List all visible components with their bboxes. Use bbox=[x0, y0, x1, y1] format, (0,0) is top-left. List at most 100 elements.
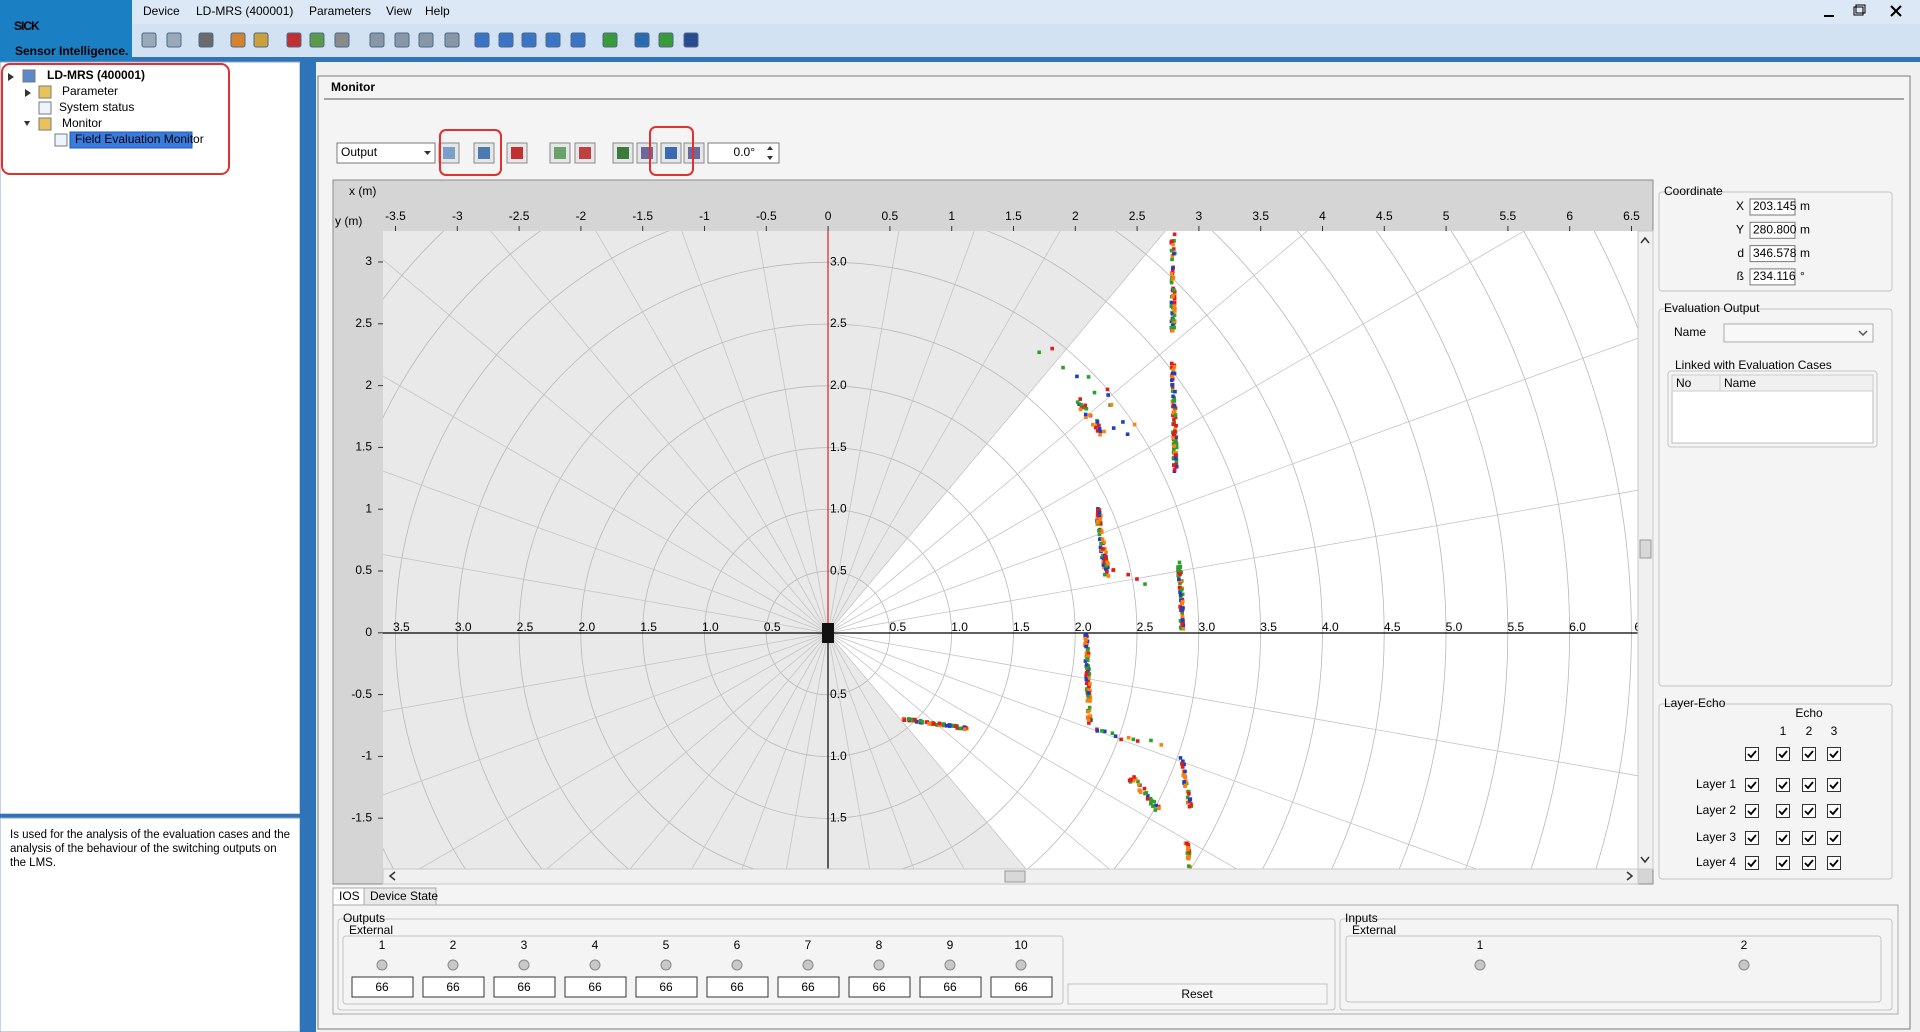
checkbox[interactable] bbox=[1802, 856, 1816, 870]
output-value-box bbox=[422, 976, 485, 998]
scan-point bbox=[915, 720, 919, 724]
checkbox-box[interactable] bbox=[1745, 747, 1759, 761]
external-outputs bbox=[342, 935, 1064, 1005]
tree-item[interactable]: System status bbox=[59, 100, 134, 114]
tree-item[interactable]: Parameter bbox=[62, 84, 118, 98]
checkbox-box[interactable] bbox=[1827, 778, 1841, 792]
tab-label[interactable]: IOS bbox=[339, 889, 360, 903]
toolbar-button[interactable] bbox=[545, 32, 561, 48]
checkbox[interactable] bbox=[1776, 747, 1790, 761]
v-scroll-thumb[interactable] bbox=[1639, 539, 1652, 559]
menu-item[interactable]: View bbox=[386, 4, 412, 18]
checkbox[interactable] bbox=[1776, 856, 1790, 870]
checkmark bbox=[1829, 750, 1839, 759]
checkbox[interactable] bbox=[1802, 747, 1816, 761]
toolbar-button[interactable] bbox=[286, 32, 302, 48]
toolbar-button[interactable] bbox=[369, 32, 385, 48]
angle-input[interactable] bbox=[707, 142, 780, 164]
checkbox-box[interactable] bbox=[1776, 831, 1790, 845]
checkmark bbox=[1747, 834, 1757, 843]
checkbox-box[interactable] bbox=[1745, 831, 1759, 845]
checkbox[interactable] bbox=[1802, 778, 1816, 792]
checkbox[interactable] bbox=[1827, 804, 1841, 818]
checkbox[interactable] bbox=[1745, 804, 1759, 818]
toolbar-button[interactable] bbox=[198, 32, 214, 48]
toolbar-button[interactable] bbox=[230, 32, 246, 48]
checkbox-box[interactable] bbox=[1827, 856, 1841, 870]
output-value-box bbox=[706, 976, 769, 998]
toolbar-button[interactable] bbox=[474, 32, 490, 48]
checkbox-box[interactable] bbox=[1745, 856, 1759, 870]
checkbox[interactable] bbox=[1827, 778, 1841, 792]
scan-point bbox=[1087, 684, 1091, 689]
h-scroll-thumb[interactable] bbox=[1004, 870, 1026, 883]
scan-point bbox=[1172, 319, 1177, 324]
checkbox-box[interactable] bbox=[1827, 831, 1841, 845]
toolbar-button[interactable] bbox=[253, 32, 269, 48]
menu-item[interactable]: Help bbox=[425, 4, 450, 18]
toolbar-button[interactable] bbox=[634, 32, 650, 48]
toolbar-button[interactable] bbox=[309, 32, 325, 48]
tree-item[interactable]: LD-MRS (400001) bbox=[47, 68, 145, 82]
output-select[interactable] bbox=[336, 142, 436, 164]
checkbox[interactable] bbox=[1776, 804, 1790, 818]
toolbar-button[interactable] bbox=[602, 32, 618, 48]
name-select[interactable] bbox=[1723, 323, 1874, 343]
toolbar-button[interactable] bbox=[141, 32, 157, 48]
checkbox[interactable] bbox=[1802, 804, 1816, 818]
menu-item[interactable]: Device bbox=[143, 4, 180, 18]
checkbox-box[interactable] bbox=[1802, 856, 1816, 870]
checkbox-box[interactable] bbox=[1827, 804, 1841, 818]
radial-label: 3.5 bbox=[393, 620, 410, 634]
toolbar-button[interactable] bbox=[521, 32, 537, 48]
scan-point bbox=[1186, 789, 1191, 794]
toolbar-button[interactable] bbox=[394, 32, 410, 48]
checkbox-box[interactable] bbox=[1776, 747, 1790, 761]
checkbox-box[interactable] bbox=[1827, 747, 1841, 761]
checkmark bbox=[1778, 807, 1788, 816]
scan-point bbox=[1174, 464, 1179, 469]
menu-item[interactable]: LD-MRS (400001) bbox=[196, 4, 293, 18]
tree-item[interactable]: Monitor bbox=[62, 116, 102, 130]
output-value: 66 bbox=[659, 980, 673, 994]
scan-point bbox=[1180, 601, 1184, 606]
checkbox[interactable] bbox=[1776, 831, 1790, 845]
tab-label[interactable]: Device State bbox=[370, 889, 438, 903]
toolbar-button[interactable] bbox=[570, 32, 586, 48]
toolbar-button[interactable] bbox=[334, 32, 350, 48]
checkbox[interactable] bbox=[1827, 747, 1841, 761]
checkbox[interactable] bbox=[1745, 778, 1759, 792]
checkbox[interactable] bbox=[1827, 856, 1841, 870]
linked-group bbox=[1667, 370, 1878, 448]
toolbar-button[interactable] bbox=[498, 32, 514, 48]
window-control[interactable] bbox=[1890, 5, 1902, 17]
toolbar-button[interactable] bbox=[683, 32, 699, 48]
checkbox-box[interactable] bbox=[1802, 747, 1816, 761]
checkbox-box[interactable] bbox=[1802, 778, 1816, 792]
checkbox-box[interactable] bbox=[1745, 804, 1759, 818]
checkbox-box[interactable] bbox=[1802, 831, 1816, 845]
toolbar-button[interactable] bbox=[658, 32, 674, 48]
checkbox[interactable] bbox=[1745, 747, 1759, 761]
checkbox-box[interactable] bbox=[1776, 856, 1790, 870]
toolbar-button[interactable] bbox=[444, 32, 460, 48]
reset-button[interactable] bbox=[1067, 983, 1328, 1005]
tree-item[interactable]: Field Evaluation Monitor bbox=[75, 132, 204, 146]
checkbox[interactable] bbox=[1776, 778, 1790, 792]
monitor-tool-icon bbox=[443, 147, 455, 159]
checkbox[interactable] bbox=[1745, 856, 1759, 870]
scan-point bbox=[1149, 738, 1153, 743]
checkbox[interactable] bbox=[1802, 831, 1816, 845]
checkbox-box[interactable] bbox=[1802, 804, 1816, 818]
checkbox[interactable] bbox=[1745, 831, 1759, 845]
reset-label[interactable]: Reset bbox=[1181, 987, 1213, 1001]
scan-point bbox=[962, 727, 967, 732]
window-control[interactable] bbox=[1853, 4, 1866, 16]
checkbox-box[interactable] bbox=[1776, 804, 1790, 818]
toolbar-button[interactable] bbox=[166, 32, 182, 48]
checkbox[interactable] bbox=[1827, 831, 1841, 845]
checkbox-box[interactable] bbox=[1776, 778, 1790, 792]
toolbar-button[interactable] bbox=[418, 32, 434, 48]
checkbox-box[interactable] bbox=[1745, 778, 1759, 792]
menu-item[interactable]: Parameters bbox=[309, 4, 371, 18]
